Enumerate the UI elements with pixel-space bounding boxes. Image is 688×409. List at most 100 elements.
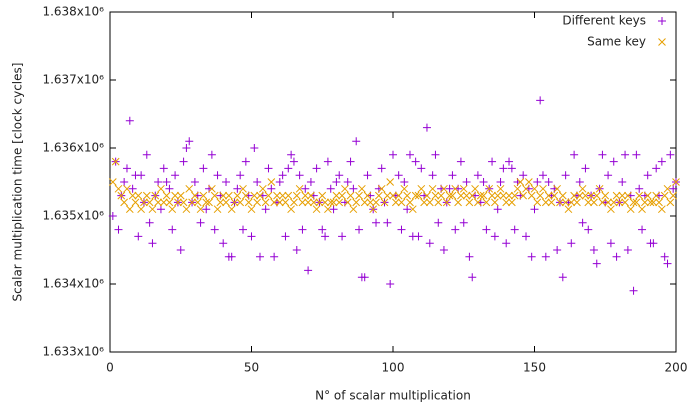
point [434, 218, 443, 227]
point [131, 198, 140, 207]
point [386, 280, 395, 288]
point [295, 184, 304, 193]
point [584, 225, 593, 234]
point [264, 164, 273, 173]
point [519, 171, 528, 180]
point [383, 218, 392, 227]
point [377, 184, 386, 193]
point [513, 184, 522, 193]
point [601, 191, 610, 200]
point [142, 191, 151, 200]
point [253, 178, 262, 186]
point [219, 239, 228, 248]
point [448, 191, 457, 200]
point [615, 198, 624, 207]
point [541, 198, 550, 207]
point [304, 266, 313, 275]
point [428, 171, 437, 180]
point [295, 171, 304, 180]
point [570, 150, 579, 159]
point [284, 191, 293, 200]
y-tick-label: 1.633x10⁶ [42, 345, 104, 359]
point [171, 171, 180, 180]
point [389, 191, 397, 200]
point [570, 191, 578, 200]
point [341, 184, 349, 193]
point [239, 184, 247, 193]
point [366, 198, 375, 207]
point [488, 157, 497, 166]
point [287, 205, 295, 214]
point [488, 191, 496, 200]
point [125, 116, 134, 125]
point [595, 184, 604, 193]
point [329, 205, 338, 214]
point [510, 225, 519, 234]
point [482, 198, 491, 207]
y-tick-label: 1.638x10⁶ [42, 5, 104, 19]
point [290, 198, 298, 207]
point [649, 239, 658, 248]
point [125, 205, 134, 214]
point [148, 239, 157, 248]
point [618, 178, 627, 186]
point [657, 205, 666, 214]
point [510, 191, 519, 200]
point [445, 191, 454, 200]
point [227, 205, 236, 214]
point [578, 218, 587, 227]
legend-label: Same key [587, 35, 646, 49]
point [108, 212, 117, 220]
point [575, 178, 584, 186]
point [360, 198, 369, 207]
point [553, 246, 562, 254]
legend-marker [658, 17, 666, 25]
point [202, 205, 211, 214]
point [137, 171, 146, 180]
point [275, 178, 284, 186]
point [156, 205, 165, 214]
point [573, 198, 581, 207]
point [222, 178, 231, 186]
point [561, 198, 570, 207]
point [261, 205, 270, 214]
point [490, 232, 499, 241]
point [389, 150, 397, 159]
point [134, 191, 143, 200]
point [352, 137, 361, 146]
point [479, 178, 488, 186]
point [448, 171, 457, 180]
point [632, 150, 641, 159]
point [239, 225, 248, 234]
point [326, 198, 335, 207]
point [403, 191, 412, 200]
point [439, 246, 448, 254]
point [400, 184, 409, 193]
point [199, 164, 208, 173]
point [621, 198, 629, 207]
point [411, 157, 420, 166]
point [210, 191, 219, 200]
point [275, 198, 284, 207]
point [553, 184, 561, 193]
point [536, 96, 545, 105]
point [423, 191, 431, 200]
point [626, 205, 635, 214]
point [154, 178, 163, 186]
point [629, 198, 638, 207]
point [575, 191, 584, 200]
point [536, 191, 545, 200]
point [145, 198, 154, 207]
point [638, 205, 646, 214]
point [233, 191, 242, 200]
y-tick-label: 1.634x10⁶ [42, 277, 104, 291]
point [241, 157, 250, 166]
point [527, 191, 536, 200]
point [474, 198, 482, 207]
point [287, 150, 296, 159]
point [162, 178, 171, 186]
point [111, 157, 120, 166]
point [213, 171, 222, 180]
point [230, 198, 239, 207]
point [482, 225, 491, 234]
